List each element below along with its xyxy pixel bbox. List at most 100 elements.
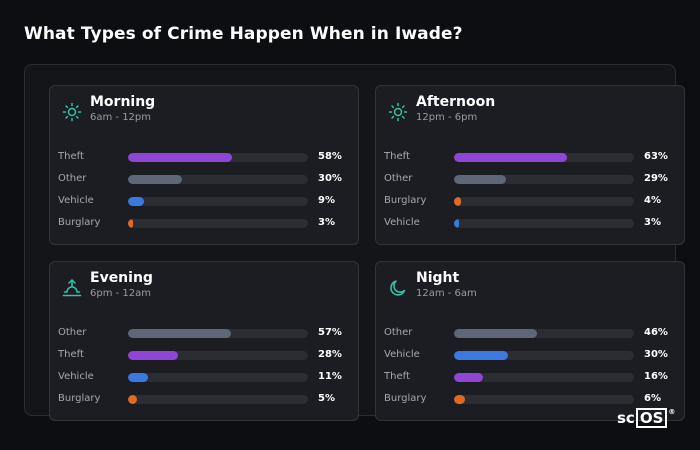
bar-fill (454, 373, 483, 382)
crime-row-burglary: Burglary 5% (58, 390, 348, 412)
card-header: Night 12am - 6am (388, 270, 477, 299)
percentage-value: 3% (644, 217, 661, 228)
bar-fill (128, 373, 148, 382)
bar-track (128, 395, 308, 404)
bar-fill (128, 395, 137, 404)
crime-type-label: Burglary (384, 195, 427, 206)
bar-fill (128, 351, 179, 360)
card-morning: Morning 6am - 12pm Theft 58% Other 30% Vehic… (49, 85, 359, 245)
bar-fill (128, 329, 231, 338)
crime-type-label: Burglary (58, 217, 101, 228)
bar-track (454, 175, 634, 184)
percentage-value: 3% (318, 217, 335, 228)
percentage-value: 63% (644, 151, 668, 162)
bar-track (128, 175, 308, 184)
crime-type-label: Other (58, 173, 87, 184)
percentage-value: 57% (318, 327, 342, 338)
percentage-value: 6% (644, 393, 661, 404)
crime-row-theft: Theft 16% (384, 368, 674, 390)
crime-type-label: Theft (384, 151, 410, 162)
scos-logo: sc OS ® (617, 408, 675, 428)
bar-fill (128, 219, 134, 228)
card-header: Afternoon 12pm - 6pm (388, 94, 495, 123)
card-time-range: 12am - 6am (416, 288, 477, 299)
card-header: Evening 6pm - 12am (62, 270, 153, 299)
bar-track (454, 351, 634, 360)
bar-track (128, 329, 308, 338)
bar-fill (454, 219, 460, 228)
crime-row-vehicle: Vehicle 3% (384, 214, 674, 236)
bar-fill (454, 395, 465, 404)
bar-fill (454, 351, 508, 360)
crime-row-burglary: Burglary 4% (384, 192, 674, 214)
bar-fill (128, 175, 182, 184)
percentage-value: 46% (644, 327, 668, 338)
percentage-value: 28% (318, 349, 342, 360)
card-evening: Evening 6pm - 12am Other 57% Theft 28% Vehic… (49, 261, 359, 421)
bar-track (128, 373, 308, 382)
crime-type-label: Theft (58, 349, 84, 360)
bar-fill (454, 175, 507, 184)
crime-row-other: Other 30% (58, 170, 348, 192)
card-night: Night 12am - 6am Other 46% Vehicle 30% Theft… (375, 261, 685, 421)
crime-type-label: Theft (58, 151, 84, 162)
bar-track (454, 329, 634, 338)
card-time-range: 6pm - 12am (90, 288, 152, 299)
card-time-range: 12pm - 6pm (416, 112, 478, 123)
bar-fill (454, 329, 537, 338)
percentage-value: 5% (318, 393, 335, 404)
crime-type-label: Vehicle (384, 349, 420, 360)
card-title: Afternoon (416, 94, 496, 110)
sunset-icon (62, 278, 82, 298)
bar-fill (454, 197, 462, 206)
crime-type-label: Theft (384, 371, 410, 382)
crime-bars: Other 46% Vehicle 30% Theft 16% Burglary 6% (384, 324, 674, 412)
bar-track (128, 351, 308, 360)
percentage-value: 4% (644, 195, 661, 206)
crime-bars: Theft 63% Other 29% Burglary 4% Vehicle 3% (384, 148, 674, 236)
bar-track (454, 395, 634, 404)
crime-row-other: Other 29% (384, 170, 674, 192)
percentage-value: 30% (318, 173, 342, 184)
crime-type-label: Vehicle (58, 195, 94, 206)
crime-type-label: Vehicle (384, 217, 420, 228)
card-afternoon: Afternoon 12pm - 6pm Theft 63% Other 29% Bur… (375, 85, 685, 245)
crime-row-theft: Theft 58% (58, 148, 348, 170)
moon-icon (388, 278, 408, 298)
crime-row-other: Other 46% (384, 324, 674, 346)
crime-bars: Theft 58% Other 30% Vehicle 9% Burglary 3% (58, 148, 348, 236)
percentage-value: 58% (318, 151, 342, 162)
sun-icon (62, 102, 82, 122)
crime-row-other: Other 57% (58, 324, 348, 346)
page-title: What Types of Crime Happen When in Iwade… (24, 24, 463, 44)
bar-track (454, 219, 634, 228)
card-title: Night (416, 270, 460, 286)
bar-track (454, 373, 634, 382)
bar-track (128, 153, 308, 162)
logo-box-text: OS (635, 408, 668, 428)
card-title: Morning (90, 94, 156, 110)
percentage-value: 30% (644, 349, 668, 360)
crime-row-burglary: Burglary 3% (58, 214, 348, 236)
logo-text: sc (617, 409, 635, 427)
registered-mark: ® (668, 408, 676, 416)
percentage-value: 11% (318, 371, 342, 382)
crime-row-theft: Theft 63% (384, 148, 674, 170)
card-time-range: 6am - 12pm (90, 112, 152, 123)
crime-row-burglary: Burglary 6% (384, 390, 674, 412)
crime-type-label: Vehicle (58, 371, 94, 382)
crime-type-label: Other (384, 173, 413, 184)
crime-row-vehicle: Vehicle 9% (58, 192, 348, 214)
percentage-value: 29% (644, 173, 668, 184)
crime-type-label: Other (384, 327, 413, 338)
bar-fill (454, 153, 568, 162)
crime-type-label: Burglary (58, 393, 101, 404)
percentage-value: 9% (318, 195, 335, 206)
crime-row-vehicle: Vehicle 11% (58, 368, 348, 390)
card-header: Morning 6am - 12pm (62, 94, 155, 123)
crime-type-label: Other (58, 327, 87, 338)
crime-bars: Other 57% Theft 28% Vehicle 11% Burglary 5% (58, 324, 348, 412)
sun-icon (388, 102, 408, 122)
crime-type-label: Burglary (384, 393, 427, 404)
bar-track (454, 153, 634, 162)
